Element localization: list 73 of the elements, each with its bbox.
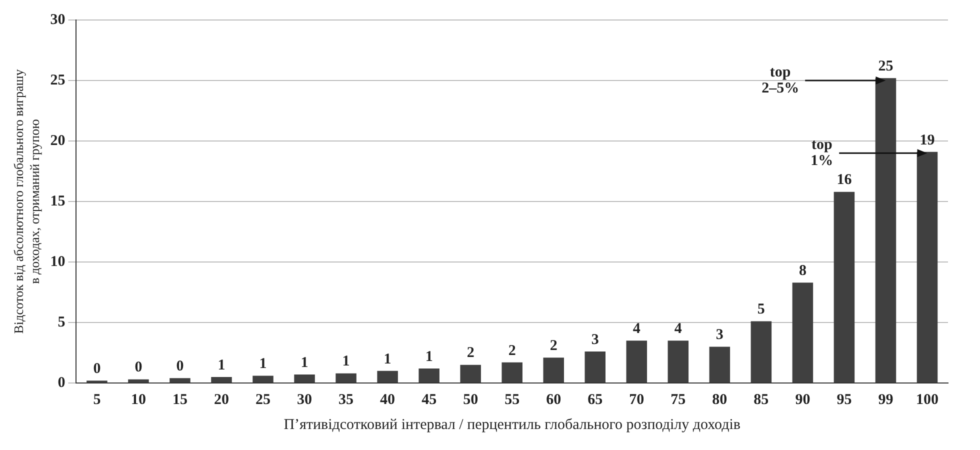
x-axis-title: П’ятивідсотковий інтервал / перцентиль глобального розподілу доходів (284, 416, 740, 433)
data-label: 4 (632, 321, 641, 338)
data-label: 1 (384, 351, 392, 368)
bar (252, 376, 274, 382)
bar (626, 340, 648, 382)
y-tick-label: 20 (50, 132, 66, 149)
data-label: 19 (920, 132, 935, 148)
x-tick-label: 80 (712, 392, 728, 408)
x-tick-label: 55 (504, 392, 520, 408)
x-tick-label: 10 (130, 392, 146, 408)
bar (170, 378, 190, 382)
y-tick-label: 25 (50, 72, 66, 88)
y-tick-label: 5 (58, 314, 66, 330)
x-tick-label: 85 (754, 392, 769, 408)
data-label: 1 (218, 357, 226, 374)
annotation: top 2–5% (762, 64, 800, 96)
x-tick-label: 35 (338, 392, 354, 408)
x-tick-label: 65 (588, 392, 603, 408)
bar (750, 321, 772, 382)
x-tick-label: 99 (878, 392, 894, 408)
x-tick-label: 25 (256, 392, 271, 408)
bar (502, 362, 522, 382)
bar (709, 346, 730, 382)
x-tick-label: 60 (546, 392, 562, 408)
x-tick-label: 95 (836, 392, 852, 408)
y-tick-label: 0 (58, 374, 66, 391)
bar (543, 358, 564, 382)
x-tick-label: 20 (214, 392, 229, 408)
bar (211, 376, 232, 382)
data-label: 1 (342, 354, 350, 370)
data-label: 2 (550, 338, 558, 354)
y-tick-label: 30 (50, 12, 66, 28)
x-tick-label: 90 (795, 392, 810, 408)
data-label: 25 (878, 58, 894, 74)
data-label: 16 (836, 172, 852, 188)
x-tick-label: 100 (916, 392, 938, 408)
data-label: 3 (716, 327, 724, 344)
data-label: 0 (176, 358, 184, 375)
bar (377, 370, 398, 382)
bar (294, 374, 315, 382)
data-label: 1 (300, 354, 308, 371)
bar (584, 352, 606, 382)
data-label: 3 (591, 332, 599, 348)
x-tick-label: 70 (629, 392, 644, 408)
bar (875, 78, 896, 382)
data-label: 2 (508, 342, 516, 359)
x-tick-label: 50 (463, 392, 478, 408)
annotation: top 1% (810, 136, 834, 169)
bar (128, 379, 149, 382)
data-label: 2 (466, 345, 474, 362)
bar (460, 364, 481, 382)
x-tick-label: 5 (93, 392, 101, 408)
x-tick-label: 75 (670, 392, 686, 408)
data-label: 1 (259, 356, 267, 372)
bar (792, 282, 814, 382)
data-label: 1 (425, 348, 433, 365)
data-label: 8 (798, 262, 806, 279)
bar (916, 152, 938, 382)
data-label: 5 (757, 302, 765, 318)
bar (834, 192, 855, 382)
data-label: 0 (93, 360, 101, 377)
data-label: 4 (674, 321, 682, 338)
x-tick-label: 15 (172, 392, 188, 408)
bar (418, 368, 440, 382)
x-tick-label: 40 (380, 392, 396, 408)
x-tick-label: 30 (297, 392, 312, 408)
data-label: 0 (134, 360, 142, 376)
y-tick-label: 15 (50, 193, 66, 210)
bar (668, 340, 689, 382)
y-tick-label: 10 (50, 254, 66, 270)
bar (336, 373, 356, 382)
y-axis-title: Відсоток від абсолютного глобального виграшу в доходах, отриманий групою (11, 68, 42, 334)
x-tick-label: 45 (422, 392, 437, 408)
